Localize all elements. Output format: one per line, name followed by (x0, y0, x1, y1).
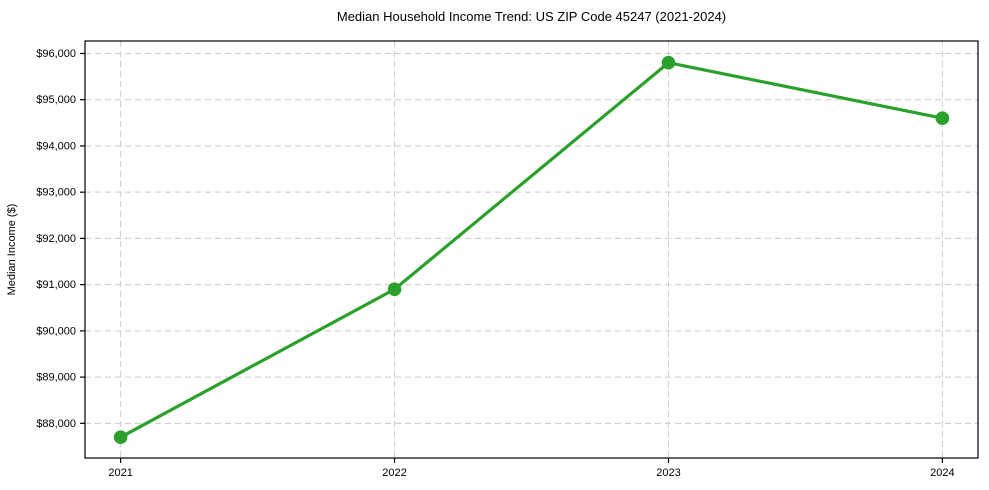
y-tick-label: $92,000 (36, 233, 76, 245)
data-points (113, 55, 950, 444)
data-point (113, 430, 128, 444)
y-tick-label: $91,000 (36, 279, 76, 291)
y-tick-label: $96,000 (36, 48, 76, 60)
chart-title: Median Household Income Trend: US ZIP Co… (336, 9, 727, 24)
data-point (661, 55, 676, 70)
data-point (387, 282, 402, 297)
y-axis: $88,000 $89,000 $90,000 $91,000 $92,000 $93,0… (36, 48, 85, 430)
y-tick-label: $90,000 (36, 325, 76, 337)
plot-border (84, 40, 979, 459)
data-line (119, 61, 944, 439)
x-tick-label: 2021 (108, 467, 132, 479)
y-tick-label: $94,000 (36, 140, 76, 152)
y-tick-label: $89,000 (36, 372, 76, 384)
x-axis: 2021 2022 2023 2024 (108, 458, 955, 479)
y-tick-label: $93,000 (36, 187, 76, 199)
y-axis-label: Median Income ($) (6, 204, 18, 296)
data-point (935, 111, 950, 126)
x-tick-label: 2024 (930, 467, 954, 479)
x-tick-label: 2022 (382, 467, 406, 479)
y-tick-label: $95,000 (36, 94, 76, 106)
x-tick-label: 2023 (656, 467, 680, 479)
grid-lines (85, 41, 978, 458)
y-tick-label: $88,000 (36, 418, 76, 430)
